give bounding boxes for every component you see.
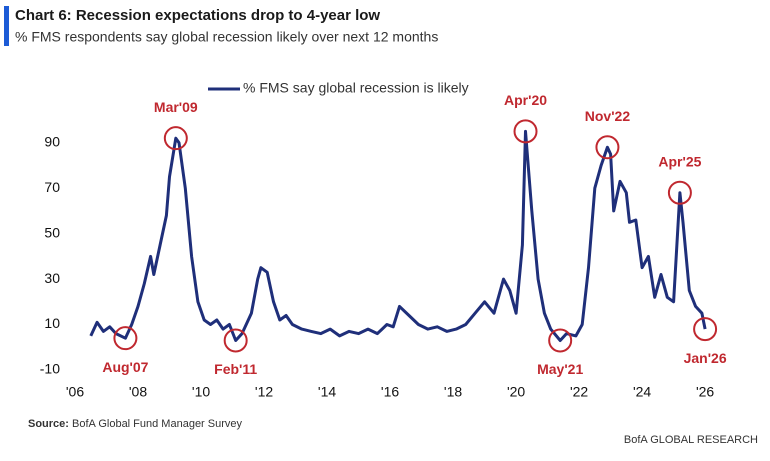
x-tick-label: '08: [129, 384, 147, 400]
y-tick-label: 10: [44, 315, 60, 331]
source-label: Source:: [28, 418, 69, 430]
y-tick-label: -10: [40, 361, 60, 377]
annotation-label: May'21: [537, 361, 583, 377]
x-tick-label: '10: [192, 384, 210, 400]
source-text: BofA Global Fund Manager Survey: [72, 418, 242, 430]
annotation-label: Nov'22: [585, 108, 631, 124]
annotation-label: Feb'11: [214, 361, 257, 377]
data-line: [89, 129, 707, 342]
chart-subtitle: % FMS respondents say global recession l…: [15, 29, 438, 45]
annotation-label: Mar'09: [154, 99, 198, 115]
annotation-circle: [163, 126, 188, 151]
y-tick-label: 90: [44, 133, 60, 149]
x-tick-label: '14: [318, 384, 336, 400]
x-tick-label: '24: [633, 384, 651, 400]
chart-title: Chart 6: Recession expectations drop to …: [15, 7, 380, 24]
annotation-label: Apr'25: [658, 153, 701, 169]
y-tick-label: 70: [44, 179, 60, 195]
annotation-circle: [513, 119, 538, 144]
annotation-circle: [667, 180, 692, 205]
x-tick-label: '18: [444, 384, 462, 400]
annotation-circle: [223, 328, 248, 353]
x-tick-label: '12: [255, 384, 273, 400]
y-tick-label: 30: [44, 270, 60, 286]
source: Source: BofA Global Fund Manager Survey: [28, 418, 243, 430]
annotation-circle: [548, 328, 573, 353]
x-tick-label: '26: [696, 384, 714, 400]
title-bar: [4, 6, 9, 46]
annotation-label: Aug'07: [102, 359, 148, 375]
x-tick-label: '22: [570, 384, 588, 400]
annotation-label: Apr'20: [504, 92, 547, 108]
y-tick-label: 50: [44, 224, 60, 240]
brand: BofA GLOBAL RESEARCH: [624, 434, 758, 446]
legend-label: % FMS say global recession is likely: [243, 80, 469, 96]
annotation-circle: [595, 135, 620, 160]
annotation-label: Jan'26: [684, 350, 727, 366]
x-tick-label: '20: [507, 384, 525, 400]
annotation-circle: [693, 317, 718, 342]
annotation-circle: [113, 326, 138, 351]
x-tick-label: '16: [381, 384, 399, 400]
x-tick-label: '06: [66, 384, 84, 400]
